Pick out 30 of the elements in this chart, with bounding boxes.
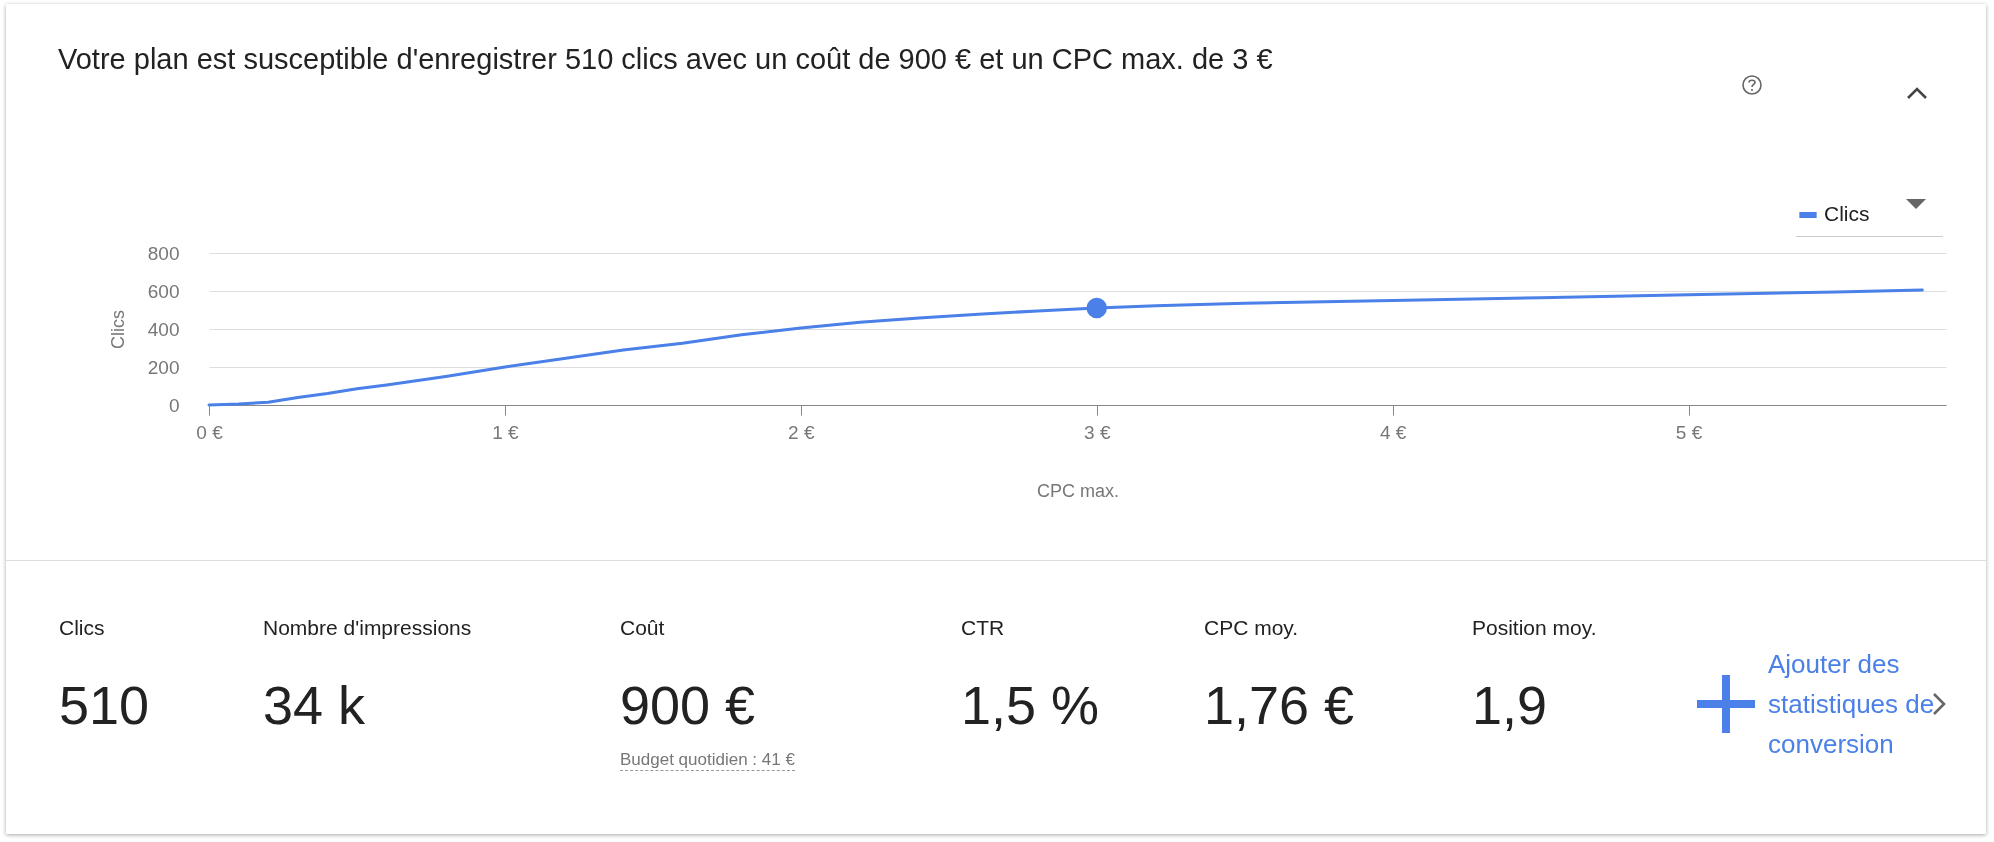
category-label: CPC moy.: [1204, 616, 1300, 640]
category-label: Nombre d'impressions: [263, 616, 472, 640]
line-series: [207, 288, 1924, 407]
x-axis-title: CPC max.: [1036, 480, 1120, 501]
x-tick-label: 0 €: [196, 421, 224, 443]
x-tick-label: 4 €: [1379, 421, 1407, 443]
text: 900 €: [620, 675, 756, 735]
y-tick-label: 200: [147, 356, 180, 378]
y-tick-label: 600: [147, 280, 180, 302]
x-tick-label: 3 €: [1084, 421, 1111, 443]
text: Ajouter des statistiques de conversion: [1768, 648, 1936, 761]
y-tick-label: 400: [147, 318, 180, 340]
y-axis-title: Clics: [107, 310, 128, 349]
text: 1,76 €: [1204, 675, 1355, 735]
x-tick-label: 1 €: [492, 421, 520, 443]
category-label: Coût: [620, 616, 666, 640]
text: Budget quotidien : 41 €: [620, 750, 795, 771]
x-tick-label: 2 €: [788, 421, 815, 443]
category-label: CTR: [961, 616, 1006, 640]
text: 1,9: [1472, 675, 1548, 735]
category-label: Clics: [59, 616, 106, 640]
legend-label: Clics: [1824, 202, 1870, 225]
x-tick-label: 5 €: [1675, 421, 1703, 443]
category-label: Position moy.: [1472, 616, 1597, 640]
text: 34 k: [263, 675, 366, 735]
y-tick-label: 800: [147, 242, 180, 264]
text: 1,5 %: [961, 675, 1100, 735]
chart-title: Votre plan est susceptible d'enregistrer 510 clics avec un coût de 900 € et un CPC max. de 3 €: [58, 43, 1273, 75]
y-tick-label: 0: [168, 394, 180, 416]
text: 510: [59, 675, 150, 735]
